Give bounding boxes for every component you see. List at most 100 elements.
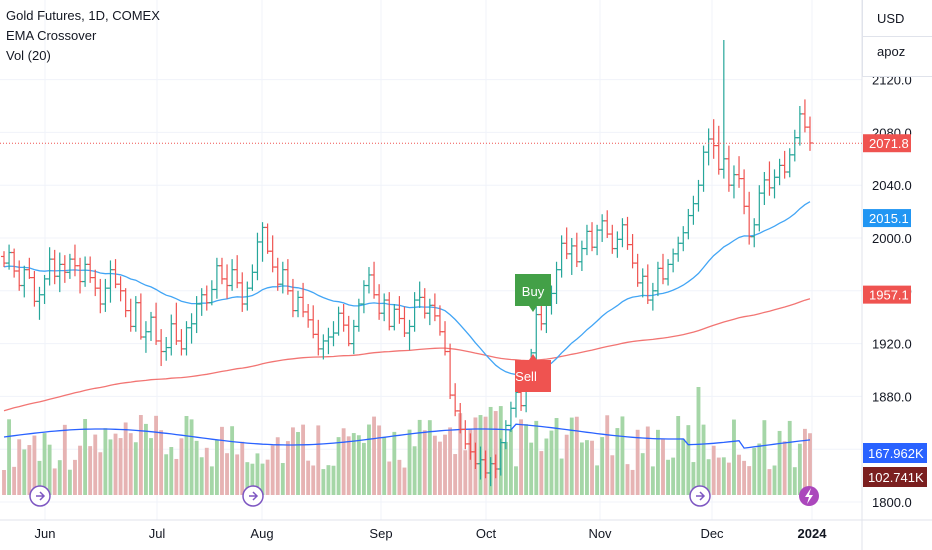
ohlc-bar[interactable]: [77, 257, 84, 294]
ohlc-bar[interactable]: [690, 195, 697, 225]
ohlc-bar[interactable]: [330, 321, 337, 347]
ohlc-bar[interactable]: [736, 156, 743, 188]
ohlc-bar[interactable]: [229, 259, 236, 291]
indicator-ema-label[interactable]: EMA Crossover: [6, 28, 97, 43]
ohlc-bar[interactable]: [675, 236, 682, 262]
ohlc-bar[interactable]: [381, 293, 388, 322]
ohlc-bar[interactable]: [350, 319, 357, 355]
ohlc-bar[interactable]: [761, 172, 768, 205]
ohlc-bar[interactable]: [781, 150, 788, 179]
ohlc-bar[interactable]: [137, 293, 144, 340]
ohlc-bar[interactable]: [497, 438, 504, 476]
ohlc-bar[interactable]: [183, 321, 190, 356]
ohlc-bar[interactable]: [639, 268, 646, 298]
ohlc-bar[interactable]: [715, 125, 722, 175]
ohlc-bar[interactable]: [619, 218, 626, 248]
ohlc-bar[interactable]: [335, 306, 342, 336]
ohlc-bar[interactable]: [796, 106, 803, 146]
ohlc-bar[interactable]: [741, 169, 748, 215]
ohlc-bar[interactable]: [148, 311, 155, 341]
ohlc-bar[interactable]: [578, 240, 585, 271]
ohlc-bar[interactable]: [163, 337, 170, 361]
ohlc-bar[interactable]: [173, 302, 180, 345]
ohlc-bar[interactable]: [56, 252, 63, 293]
ohlc-bar[interactable]: [766, 161, 773, 196]
event-marker[interactable]: [29, 485, 51, 507]
ohlc-bar[interactable]: [188, 313, 195, 344]
ohlc-bar[interactable]: [406, 319, 413, 351]
ohlc-bar[interactable]: [594, 224, 601, 256]
ohlc-bar[interactable]: [289, 278, 296, 318]
ohlc-bar[interactable]: [193, 296, 200, 334]
ohlc-bar[interactable]: [609, 224, 616, 254]
ohlc-bar[interactable]: [61, 255, 68, 283]
ohlc-bar[interactable]: [218, 257, 225, 285]
ohlc-bar[interactable]: [685, 208, 692, 240]
ohlc-bar[interactable]: [720, 40, 727, 179]
ohlc-bar[interactable]: [371, 261, 378, 299]
ohlc-bar[interactable]: [122, 288, 129, 318]
event-marker[interactable]: [689, 485, 711, 507]
ohlc-bar[interactable]: [776, 158, 783, 186]
indicator-vol-label[interactable]: Vol (20): [6, 48, 51, 63]
ohlc-bar[interactable]: [421, 288, 428, 319]
ohlc-bar[interactable]: [264, 223, 271, 254]
ohlc-bar[interactable]: [447, 343, 454, 400]
ohlc-bar[interactable]: [756, 185, 763, 232]
ohlc-bar[interactable]: [386, 292, 393, 331]
ohlc-bar[interactable]: [477, 446, 484, 480]
ohlc-bar[interactable]: [107, 260, 114, 303]
ohlc-bar[interactable]: [284, 259, 291, 295]
sell-signal[interactable]: Sell: [515, 354, 551, 392]
ohlc-bar[interactable]: [254, 232, 261, 281]
ohlc-bar[interactable]: [36, 286, 43, 320]
ohlc-bar[interactable]: [649, 282, 656, 311]
buy-signal[interactable]: Buy: [515, 274, 551, 312]
ohlc-bar[interactable]: [132, 296, 139, 332]
ohlc-bar[interactable]: [315, 319, 322, 356]
lightning-marker[interactable]: [799, 486, 819, 506]
ohlc-bar[interactable]: [340, 304, 347, 332]
ohlc-bar[interactable]: [680, 226, 687, 252]
ohlc-bar[interactable]: [568, 238, 575, 275]
ohlc-bar[interactable]: [46, 247, 53, 286]
ohlc-bar[interactable]: [310, 305, 317, 339]
ohlc-bar[interactable]: [472, 442, 479, 469]
ohlc-bar[interactable]: [92, 269, 99, 297]
ohlc-bar[interactable]: [492, 454, 499, 479]
ohlc-bar[interactable]: [751, 218, 758, 248]
ohlc-bar[interactable]: [21, 265, 28, 298]
ohlc-bar[interactable]: [411, 292, 418, 332]
ohlc-bar[interactable]: [416, 281, 423, 308]
event-marker[interactable]: [242, 485, 264, 507]
symbol-title[interactable]: Gold Futures, 1D, COMEX: [6, 8, 160, 23]
ohlc-bar[interactable]: [482, 450, 489, 479]
ohlc-bar[interactable]: [365, 267, 372, 294]
ohlc-bar[interactable]: [102, 278, 109, 312]
ohlc-bar[interactable]: [168, 314, 175, 356]
ohlc-bar[interactable]: [644, 264, 651, 304]
ohlc-bar[interactable]: [97, 278, 104, 314]
ohlc-bar[interactable]: [670, 248, 677, 273]
ohlc-bar[interactable]: [203, 285, 210, 311]
ohlc-bar[interactable]: [325, 327, 332, 355]
ohlc-bar[interactable]: [396, 296, 403, 324]
ohlc-bar[interactable]: [305, 304, 312, 328]
ohlc-bar[interactable]: [634, 253, 641, 287]
ohlc-bar[interactable]: [11, 248, 18, 278]
ohlc-bar[interactable]: [87, 256, 94, 283]
ohlc-bar[interactable]: [786, 148, 793, 178]
ohlc-bar[interactable]: [558, 235, 565, 278]
ohlc-bar[interactable]: [259, 222, 266, 262]
ohlc-bar[interactable]: [82, 256, 89, 287]
ohlc-bar[interactable]: [791, 129, 798, 162]
ohlc-bar[interactable]: [153, 302, 160, 345]
ohlc-bar[interactable]: [16, 260, 23, 291]
ohlc-bar[interactable]: [239, 272, 246, 312]
ohlc-bar[interactable]: [771, 169, 778, 199]
ohlc-bar[interactable]: [178, 329, 185, 356]
ohlc-bar[interactable]: [345, 315, 352, 347]
ohlc-bar[interactable]: [462, 420, 469, 450]
ohlc-bar[interactable]: [51, 249, 58, 285]
